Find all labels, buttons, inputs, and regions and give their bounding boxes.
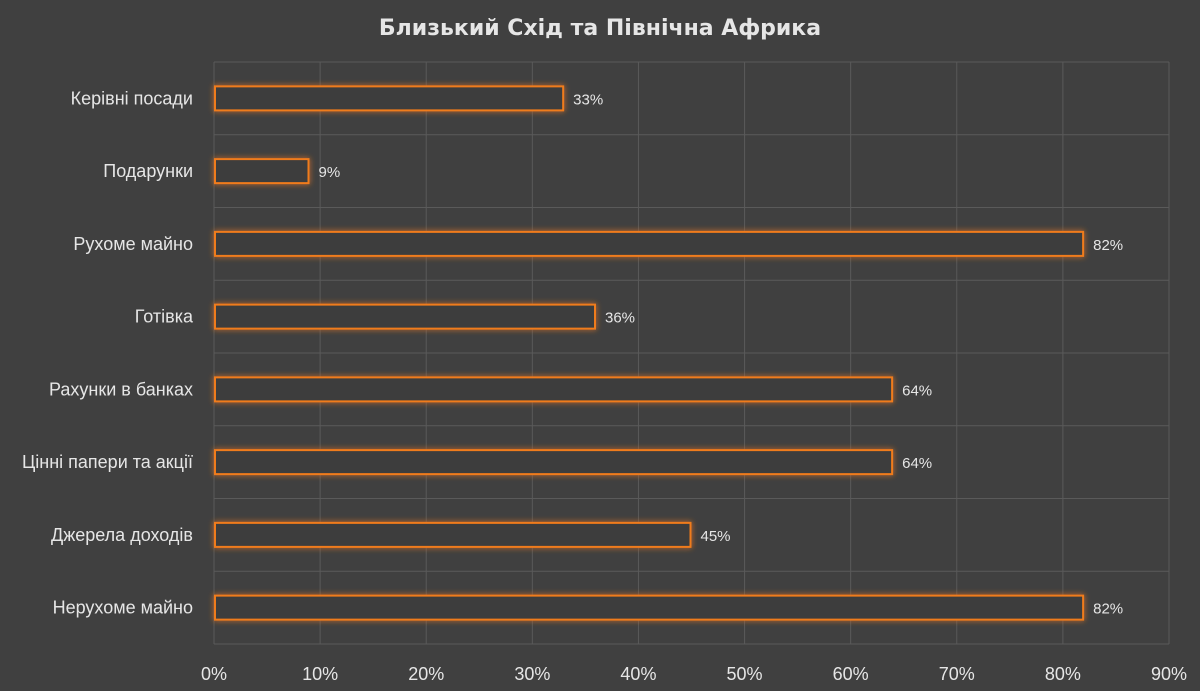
category-label: Готівка bbox=[135, 307, 194, 327]
x-tick-label: 60% bbox=[833, 664, 869, 684]
x-tick-label: 50% bbox=[727, 664, 763, 684]
data-label: 82% bbox=[1093, 601, 1123, 618]
category-label: Цінні папери та акції bbox=[22, 452, 193, 472]
x-tick-label: 0% bbox=[201, 664, 227, 684]
bar bbox=[214, 303, 596, 330]
x-tick-label: 30% bbox=[514, 664, 550, 684]
chart-title: Близький Схід та Північна Африка bbox=[379, 16, 821, 41]
x-tick-label: 40% bbox=[620, 664, 656, 684]
gridlines bbox=[213, 61, 1170, 645]
category-label: Нерухоме майно bbox=[53, 598, 193, 618]
bar bbox=[214, 449, 894, 476]
x-tick-label: 80% bbox=[1045, 664, 1081, 684]
bar bbox=[214, 85, 565, 112]
category-label: Рухоме майно bbox=[73, 234, 193, 254]
bar bbox=[214, 376, 894, 403]
bar bbox=[214, 521, 692, 548]
bar bbox=[214, 230, 1085, 257]
category-label: Джерела доходів bbox=[51, 525, 193, 545]
x-tick-label: 10% bbox=[302, 664, 338, 684]
data-label: 82% bbox=[1093, 237, 1123, 254]
labels: 0% 10% 20% 30% 40% 50% 60% 70% 80% 90% Керівні пос… bbox=[22, 88, 1187, 684]
bars bbox=[214, 85, 1085, 621]
data-label: 64% bbox=[902, 455, 932, 472]
category-label: Керівні посади bbox=[71, 88, 193, 108]
data-label: 33% bbox=[573, 91, 603, 108]
data-label: 36% bbox=[605, 310, 635, 327]
x-tick-label: 70% bbox=[939, 664, 975, 684]
data-label: 9% bbox=[319, 164, 341, 181]
category-label: Рахунки в банках bbox=[49, 379, 193, 399]
data-label: 45% bbox=[701, 528, 731, 545]
x-tick-label: 20% bbox=[408, 664, 444, 684]
bar bbox=[214, 594, 1085, 621]
bar bbox=[214, 158, 310, 185]
data-label: 64% bbox=[902, 382, 932, 399]
x-tick-label: 90% bbox=[1151, 664, 1187, 684]
category-label: Подарунки bbox=[103, 161, 193, 181]
